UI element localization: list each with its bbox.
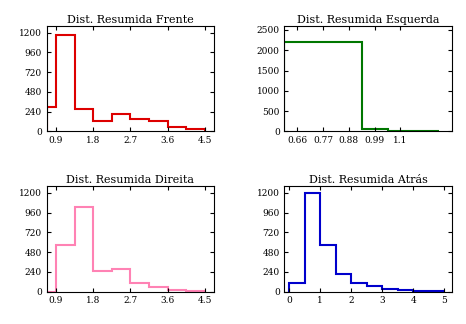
Title: Dist. Resumida Frente: Dist. Resumida Frente — [67, 15, 194, 25]
Title: Dist. Resumida Esquerda: Dist. Resumida Esquerda — [297, 15, 439, 25]
Title: Dist. Resumida Direita: Dist. Resumida Direita — [66, 175, 194, 185]
Title: Dist. Resumida Atrás: Dist. Resumida Atrás — [309, 175, 428, 185]
